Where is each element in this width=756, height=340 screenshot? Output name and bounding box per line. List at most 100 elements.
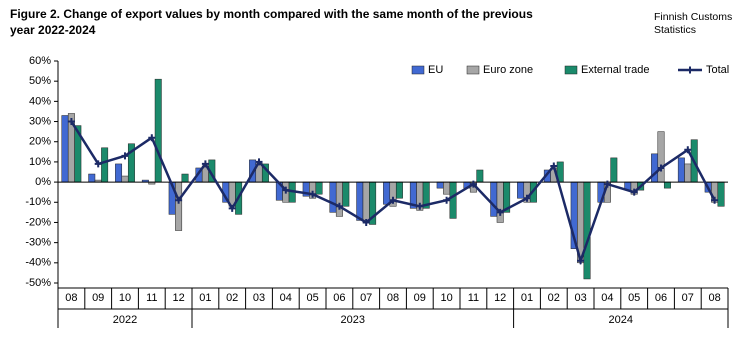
x-tick-label: 08 bbox=[387, 292, 399, 304]
legend-label: EU bbox=[428, 64, 443, 76]
bar bbox=[362, 181, 370, 223]
legend-swatch bbox=[686, 66, 694, 74]
bar bbox=[476, 169, 484, 183]
line-marker bbox=[121, 152, 129, 160]
bar bbox=[651, 153, 659, 183]
x-tick-label: 10 bbox=[119, 292, 131, 304]
line-marker bbox=[496, 208, 504, 216]
x-group-label: 2023 bbox=[341, 314, 365, 326]
line-marker bbox=[175, 196, 183, 204]
legend-label: Total bbox=[706, 64, 729, 76]
bar bbox=[717, 181, 725, 207]
line-marker bbox=[255, 158, 263, 166]
x-tick-label: 11 bbox=[468, 292, 479, 304]
x-tick-label: 04 bbox=[601, 292, 613, 304]
legend-swatch bbox=[466, 65, 480, 75]
bar bbox=[175, 181, 183, 231]
x-group-label: 2022 bbox=[113, 314, 137, 326]
x-tick-label: 09 bbox=[92, 292, 104, 304]
x-tick-label: 01 bbox=[199, 292, 211, 304]
line-marker bbox=[362, 218, 370, 226]
bar bbox=[677, 157, 685, 183]
y-tick-label: -50% bbox=[25, 277, 51, 289]
line-marker bbox=[711, 196, 719, 204]
bar bbox=[684, 163, 692, 183]
x-tick-label: 04 bbox=[280, 292, 292, 304]
y-tick-label: -10% bbox=[25, 196, 51, 208]
bar bbox=[517, 181, 525, 199]
x-tick-label: 03 bbox=[574, 292, 586, 304]
legend-swatch bbox=[564, 65, 578, 75]
bar bbox=[443, 181, 451, 195]
line-marker bbox=[416, 202, 424, 210]
line-marker bbox=[335, 202, 343, 210]
y-tick-label: 60% bbox=[29, 55, 51, 67]
y-tick-label: -20% bbox=[25, 216, 51, 228]
line-marker bbox=[523, 194, 531, 202]
legend-label: Euro zone bbox=[483, 64, 533, 76]
x-tick-label: 05 bbox=[306, 292, 318, 304]
line-marker bbox=[603, 180, 611, 188]
bar bbox=[315, 181, 323, 195]
x-group-label: 2024 bbox=[609, 314, 633, 326]
x-tick-label: 10 bbox=[440, 292, 452, 304]
bar bbox=[181, 173, 189, 183]
line-marker bbox=[228, 204, 236, 212]
y-tick-label: 50% bbox=[29, 75, 51, 87]
line-marker bbox=[309, 190, 317, 198]
x-tick-label: 11 bbox=[146, 292, 157, 304]
x-tick-label: 06 bbox=[333, 292, 345, 304]
legend-swatch bbox=[411, 65, 425, 75]
line-marker bbox=[550, 162, 558, 170]
line-marker bbox=[282, 186, 290, 194]
source: Finnish Customs bbox=[654, 11, 732, 23]
line-marker bbox=[443, 196, 451, 204]
bar bbox=[88, 173, 96, 183]
bar bbox=[154, 78, 162, 183]
bar bbox=[610, 157, 618, 183]
y-tick-label: -40% bbox=[25, 257, 51, 269]
line-marker bbox=[657, 164, 665, 172]
x-tick-label: 02 bbox=[226, 292, 238, 304]
y-tick-label: 0% bbox=[35, 176, 51, 188]
line-marker bbox=[577, 257, 585, 265]
line-marker bbox=[469, 180, 477, 188]
x-tick-label: 12 bbox=[494, 292, 506, 304]
line-marker bbox=[684, 146, 692, 154]
x-tick-label: 12 bbox=[172, 292, 184, 304]
x-tick-label: 08 bbox=[708, 292, 720, 304]
bar bbox=[115, 163, 123, 183]
bar bbox=[663, 181, 671, 189]
source: Statistics bbox=[654, 24, 696, 36]
x-tick-label: 02 bbox=[548, 292, 560, 304]
line-marker bbox=[389, 196, 397, 204]
bar bbox=[342, 181, 350, 207]
chart-title: Figure 2. Change of export values by mon… bbox=[10, 7, 533, 21]
bar bbox=[329, 181, 337, 213]
y-tick-label: -30% bbox=[25, 237, 51, 249]
bar bbox=[356, 181, 364, 221]
y-tick-label: 20% bbox=[29, 136, 51, 148]
x-tick-label: 08 bbox=[65, 292, 77, 304]
line-marker bbox=[630, 188, 638, 196]
x-tick-label: 09 bbox=[414, 292, 426, 304]
line-marker bbox=[67, 118, 75, 126]
bar bbox=[490, 181, 498, 217]
line-marker bbox=[148, 134, 156, 142]
x-tick-label: 03 bbox=[253, 292, 265, 304]
x-tick-label: 07 bbox=[360, 292, 372, 304]
line-marker bbox=[201, 160, 209, 168]
x-tick-label: 01 bbox=[521, 292, 533, 304]
x-tick-label: 07 bbox=[682, 292, 694, 304]
y-tick-label: 10% bbox=[29, 156, 51, 168]
y-tick-label: 30% bbox=[29, 115, 51, 127]
bar bbox=[121, 175, 129, 183]
x-tick-label: 06 bbox=[655, 292, 667, 304]
bar bbox=[101, 147, 109, 183]
bar bbox=[496, 181, 504, 223]
line-marker bbox=[94, 160, 102, 168]
x-tick-label: 05 bbox=[628, 292, 640, 304]
bar bbox=[436, 181, 444, 189]
bar bbox=[449, 181, 457, 219]
